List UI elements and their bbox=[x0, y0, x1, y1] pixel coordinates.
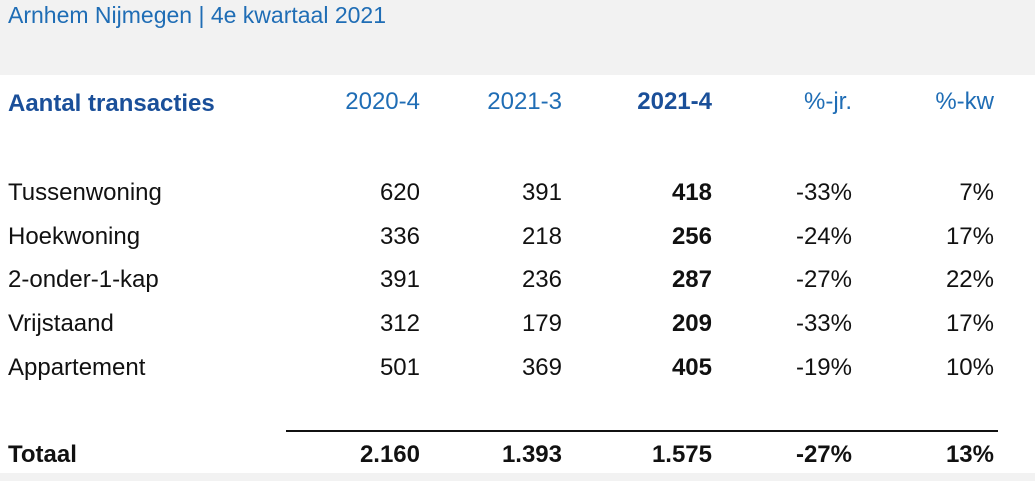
column-header: 2021-4 bbox=[637, 88, 712, 115]
table-cell: -24% bbox=[795, 223, 852, 250]
total-cell: 1.393 bbox=[501, 441, 562, 468]
title-band: Arnhem Nijmegen | 4e kwartaal 2021 bbox=[0, 0, 1035, 75]
row-label: Appartement bbox=[8, 354, 146, 381]
table-cell: 218 bbox=[521, 223, 562, 250]
table-cell: 17% bbox=[945, 223, 994, 250]
row-label: Vrijstaand bbox=[8, 310, 114, 337]
total-cell: 2.160 bbox=[359, 441, 420, 468]
table-header-label: Aantal transacties bbox=[8, 90, 215, 117]
table-cell: 179 bbox=[521, 310, 562, 337]
table-cell: 17% bbox=[945, 310, 994, 337]
table-cell: -33% bbox=[795, 179, 852, 206]
table-cell: -19% bbox=[795, 354, 852, 381]
table-cell: 10% bbox=[945, 354, 994, 381]
total-cell: 13% bbox=[945, 441, 994, 468]
table-cell: 418 bbox=[671, 179, 712, 206]
table-cell: 405 bbox=[671, 354, 712, 381]
table-cell: 236 bbox=[521, 266, 562, 293]
total-divider bbox=[286, 430, 998, 432]
table-cell: 336 bbox=[379, 223, 420, 250]
table-cell: 501 bbox=[379, 354, 420, 381]
table-sheet bbox=[0, 75, 1035, 473]
table-cell: 312 bbox=[379, 310, 420, 337]
table-cell: -33% bbox=[795, 310, 852, 337]
table-cell: 209 bbox=[671, 310, 712, 337]
column-header: 2021-3 bbox=[487, 88, 562, 115]
total-label: Totaal bbox=[8, 441, 77, 468]
page-title: Arnhem Nijmegen | 4e kwartaal 2021 bbox=[8, 2, 387, 28]
total-cell: -27% bbox=[795, 441, 852, 468]
table-cell: 287 bbox=[671, 266, 712, 293]
column-header: %-jr. bbox=[804, 88, 852, 115]
table-cell: 391 bbox=[379, 266, 420, 293]
total-cell: 1.575 bbox=[651, 441, 712, 468]
row-label: Hoekwoning bbox=[8, 223, 141, 250]
table-cell: 391 bbox=[521, 179, 562, 206]
table-cell: -27% bbox=[795, 266, 852, 293]
column-header: %-kw bbox=[935, 88, 994, 115]
row-label: 2-onder-1-kap bbox=[8, 266, 159, 293]
row-label: Tussenwoning bbox=[8, 179, 162, 206]
table-cell: 620 bbox=[379, 179, 420, 206]
table-cell: 369 bbox=[521, 354, 562, 381]
table-cell: 256 bbox=[671, 223, 712, 250]
column-header: 2020-4 bbox=[345, 88, 420, 115]
table-cell: 22% bbox=[945, 266, 994, 293]
table-cell: 7% bbox=[959, 179, 994, 206]
